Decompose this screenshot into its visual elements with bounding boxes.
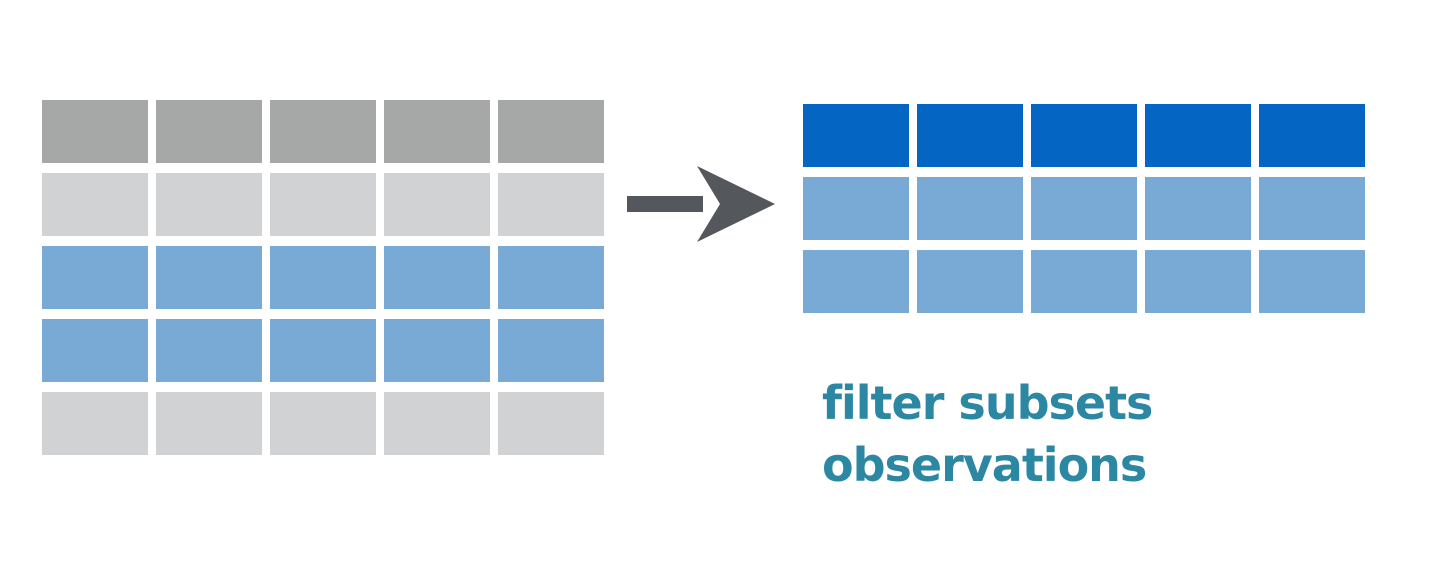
- source-cell-selected-r3-c4: [384, 246, 490, 309]
- result-cell-selected-r3-c1: [803, 250, 909, 313]
- source-cell-selected-r3-c5: [498, 246, 604, 309]
- source-cell-unselected-r2-c5: [498, 173, 604, 236]
- source-cell-selected-r4-c4: [384, 319, 490, 382]
- source-cell-unselected-r2-c3: [270, 173, 376, 236]
- source-cell-selected-r4-c5: [498, 319, 604, 382]
- source-cell-selected-r3-c2: [156, 246, 262, 309]
- caption: filter subsets observations: [822, 372, 1342, 496]
- result-cell-selected-r3-c3: [1031, 250, 1137, 313]
- result-cell-selected-r2-c1: [803, 177, 909, 240]
- source-cell-header-r1-c3: [270, 100, 376, 163]
- source-cell-unselected-r5-c2: [156, 392, 262, 455]
- source-cell-selected-r4-c3: [270, 319, 376, 382]
- caption-line-2: observations: [822, 438, 1147, 492]
- result-cell-selected-r2-c3: [1031, 177, 1137, 240]
- source-cell-unselected-r5-c3: [270, 392, 376, 455]
- result-cell-header-r1-c3: [1031, 104, 1137, 167]
- result-cell-header-r1-c5: [1259, 104, 1365, 167]
- source-cell-unselected-r2-c4: [384, 173, 490, 236]
- source-cell-header-r1-c5: [498, 100, 604, 163]
- result-cell-selected-r3-c4: [1145, 250, 1251, 313]
- result-cell-header-r1-c2: [917, 104, 1023, 167]
- source-cell-selected-r4-c1: [42, 319, 148, 382]
- source-cell-selected-r3-c1: [42, 246, 148, 309]
- source-cell-header-r1-c1: [42, 100, 148, 163]
- caption-line-1: filter subsets: [822, 376, 1153, 430]
- source-cell-header-r1-c2: [156, 100, 262, 163]
- result-cell-header-r1-c4: [1145, 104, 1251, 167]
- source-cell-selected-r4-c2: [156, 319, 262, 382]
- result-cell-selected-r3-c2: [917, 250, 1023, 313]
- result-cell-selected-r2-c2: [917, 177, 1023, 240]
- result-cell-header-r1-c1: [803, 104, 909, 167]
- source-cell-unselected-r5-c1: [42, 392, 148, 455]
- result-table: [803, 104, 1365, 313]
- right-arrow-icon: [627, 166, 775, 242]
- source-cell-unselected-r5-c4: [384, 392, 490, 455]
- source-cell-unselected-r2-c2: [156, 173, 262, 236]
- source-cell-unselected-r5-c5: [498, 392, 604, 455]
- source-cell-header-r1-c4: [384, 100, 490, 163]
- result-cell-selected-r3-c5: [1259, 250, 1365, 313]
- result-cell-selected-r2-c5: [1259, 177, 1365, 240]
- source-cell-selected-r3-c3: [270, 246, 376, 309]
- source-cell-unselected-r2-c1: [42, 173, 148, 236]
- source-table: [42, 100, 604, 455]
- result-cell-selected-r2-c4: [1145, 177, 1251, 240]
